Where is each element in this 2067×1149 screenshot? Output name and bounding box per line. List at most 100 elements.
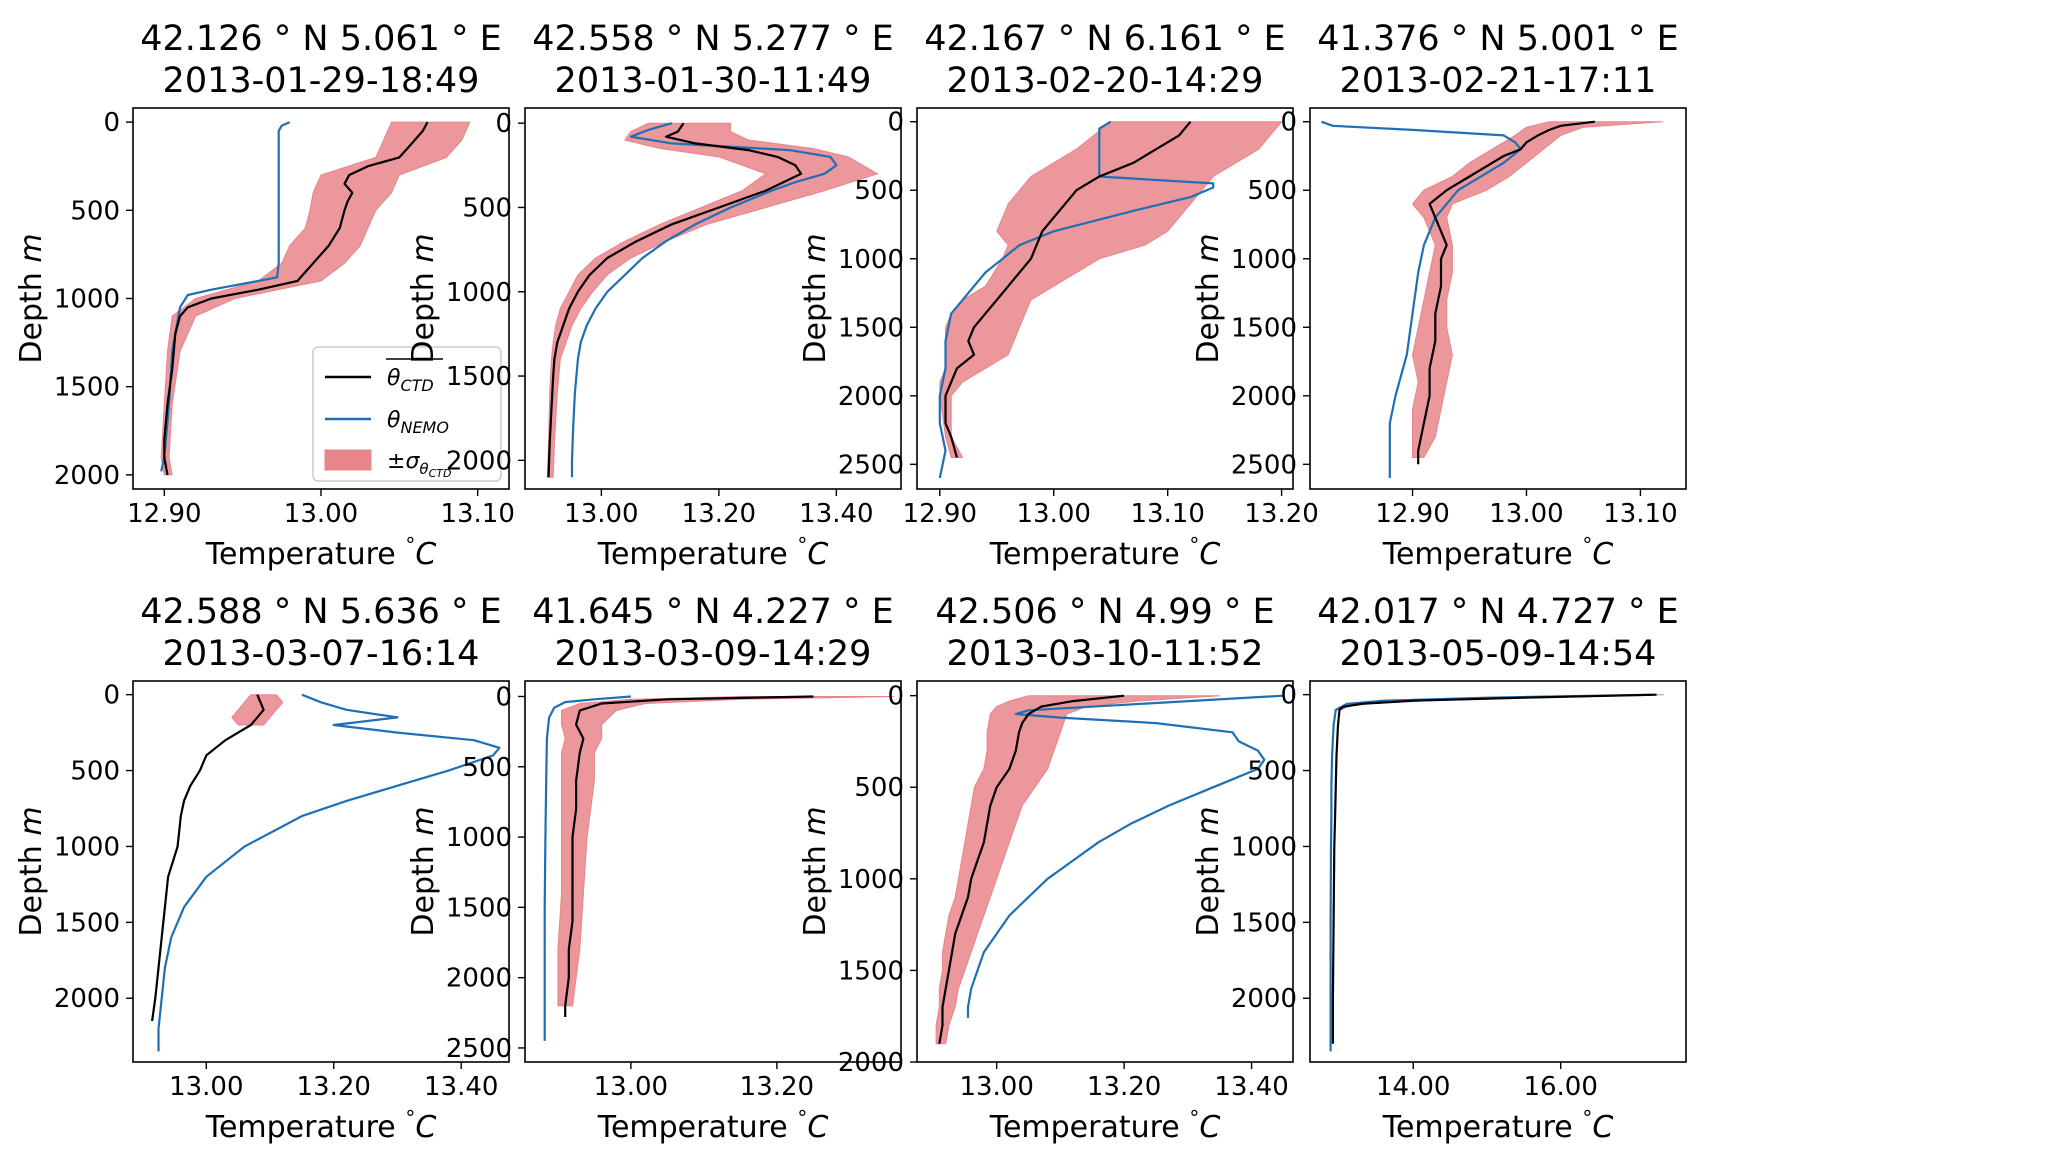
y-tick-label: 2000 xyxy=(1231,984,1297,1014)
y-tick-label: 2000 xyxy=(446,446,512,476)
x-tick-label: 13.00 xyxy=(169,1072,243,1102)
x-axis-label-text: Temperature °C xyxy=(989,1106,1221,1145)
y-axis-label: Depth m xyxy=(798,233,833,363)
y-axis-label: Depth m xyxy=(406,233,441,363)
x-tick-label: 13.40 xyxy=(799,499,873,529)
subplot-title-datetime: 2013-03-09-14:29 xyxy=(555,634,872,674)
plot-area xyxy=(938,120,1283,479)
ctd-mean-line xyxy=(938,694,1125,1044)
x-axis-label-text: Temperature °C xyxy=(597,1106,829,1145)
subplot-title-location: 42.126 ° N 5.061 ° E xyxy=(140,19,502,59)
y-tick-label: 0 xyxy=(887,108,904,138)
subplot-title-datetime: 2013-03-07-16:14 xyxy=(163,634,480,674)
ctd-mean-line xyxy=(151,694,265,1022)
plot-area xyxy=(546,122,879,478)
y-tick-label: 500 xyxy=(70,757,120,787)
y-tick-label: 1500 xyxy=(838,313,904,343)
legend: θCTD θNEMO ±σθCTD xyxy=(312,346,502,482)
axes-frame xyxy=(132,680,510,1063)
subplot-title-location: 42.558 ° N 5.277 ° E xyxy=(532,19,894,59)
y-tick-label: 0 xyxy=(495,682,512,712)
nemo-line xyxy=(570,122,838,478)
legend-box xyxy=(312,346,502,482)
y-tick-label: 1000 xyxy=(838,245,904,275)
subplot-title-location: 42.167 ° N 6.161 ° E xyxy=(924,19,1286,59)
subplot-title-location: 41.645 ° N 4.227 ° E xyxy=(532,592,894,632)
ctd-std-band xyxy=(160,121,471,476)
y-tick-label: 1000 xyxy=(1231,832,1297,862)
y-tick-label: 1500 xyxy=(1231,908,1297,938)
x-tick-label: 13.20 xyxy=(297,1072,371,1102)
y-tick-label: 500 xyxy=(1247,176,1297,206)
y-tick-label: 500 xyxy=(854,176,904,206)
x-axis-label: Temperature °C xyxy=(989,533,1221,572)
y-axis-label-text: Depth m xyxy=(406,806,441,936)
x-axis-label-text: Temperature °C xyxy=(205,533,437,572)
y-tick-label: 0 xyxy=(495,109,512,139)
axes-frame xyxy=(1309,680,1687,1063)
x-tick-label: 13.40 xyxy=(1214,1072,1288,1102)
ctd-mean-line xyxy=(564,695,814,1017)
subplot-title-datetime: 2013-05-09-14:54 xyxy=(1340,634,1657,674)
ctd-mean-line xyxy=(1417,120,1595,465)
y-tick-label: 2500 xyxy=(1231,450,1297,480)
y-tick-label: 2000 xyxy=(54,984,120,1014)
x-axis-label-text: Temperature °C xyxy=(205,1106,437,1145)
plot-area xyxy=(543,695,894,1041)
x-axis-label-text: Temperature °C xyxy=(1382,533,1614,572)
y-tick-label: 1000 xyxy=(446,823,512,853)
x-tick-label: 13.00 xyxy=(1489,499,1563,529)
y-tick-label: 2000 xyxy=(446,964,512,994)
y-tick-label: 500 xyxy=(70,196,120,226)
x-axis-label-text: Temperature °C xyxy=(1382,1106,1614,1145)
ctd-std-band xyxy=(546,122,879,478)
y-tick-label: 500 xyxy=(854,773,904,803)
y-axis-label-text: Depth m xyxy=(798,233,833,363)
axes-frame xyxy=(524,680,902,1063)
subplot-title-datetime: 2013-02-20-14:29 xyxy=(947,61,1264,101)
y-axis-label-text: Depth m xyxy=(798,806,833,936)
x-axis-label: Temperature °C xyxy=(1382,1106,1614,1145)
y-tick-label: 1000 xyxy=(838,865,904,895)
subplot-title-datetime: 2013-01-30-11:49 xyxy=(555,61,872,101)
x-tick-label: 13.00 xyxy=(564,499,638,529)
x-tick-label: 13.00 xyxy=(1017,499,1091,529)
ctd-std-band xyxy=(935,695,1220,1045)
subplot-title-location: 42.506 ° N 4.99 ° E xyxy=(935,592,1274,632)
subplot-6: 13.00 13.20 0 500 1000 1500 2000 2500 41.645 ° N… xyxy=(406,592,902,1145)
y-tick-label: 2500 xyxy=(446,1034,512,1064)
y-axis-label-text: Depth m xyxy=(406,233,441,363)
subplot-4: 12.90 13.00 13.10 0 500 1000 1500 2000 2500 41.37… xyxy=(1191,19,1687,572)
y-tick-label: 1500 xyxy=(838,956,904,986)
y-axis-label: Depth m xyxy=(406,806,441,936)
x-tick-label: 13.40 xyxy=(424,1072,498,1102)
y-tick-label: 1000 xyxy=(1231,245,1297,275)
subplot-title-datetime: 2013-01-29-18:49 xyxy=(163,61,480,101)
y-axis-label: Depth m xyxy=(14,806,49,936)
x-tick-label: 12.90 xyxy=(903,499,977,529)
subplot-8: 14.00 16.00 0 500 1000 1500 2000 42.017 ° N 4.7… xyxy=(1191,592,1687,1145)
x-axis-label: Temperature °C xyxy=(1382,533,1614,572)
legend-band-swatch xyxy=(324,449,372,471)
axes-frame xyxy=(916,680,1294,1063)
x-axis-label: Temperature °C xyxy=(597,1106,829,1145)
x-tick-label: 13.00 xyxy=(594,1072,668,1102)
y-tick-label: 1000 xyxy=(54,285,120,315)
y-tick-label: 0 xyxy=(1280,681,1297,711)
legend-band-label: ±σθCTD xyxy=(387,449,451,480)
ctd-std-band xyxy=(939,121,1283,458)
x-tick-label: 13.20 xyxy=(1087,1072,1161,1102)
plot-area xyxy=(935,694,1284,1045)
subplot-2: 13.00 13.20 13.40 0 500 1000 1500 2000 42.558 ° … xyxy=(406,19,902,572)
ctd-mean-line xyxy=(1331,693,1657,1044)
y-tick-label: 2000 xyxy=(1231,382,1297,412)
y-axis-label: Depth m xyxy=(798,806,833,936)
subplot-title-datetime: 2013-03-10-11:52 xyxy=(947,634,1264,674)
nemo-line xyxy=(1321,120,1522,478)
y-axis-label-text: Depth m xyxy=(14,806,49,936)
y-tick-label: 1500 xyxy=(54,908,120,938)
x-tick-label: 13.10 xyxy=(1130,499,1204,529)
plot-area xyxy=(151,693,501,1052)
x-tick-label: 13.20 xyxy=(1244,499,1318,529)
